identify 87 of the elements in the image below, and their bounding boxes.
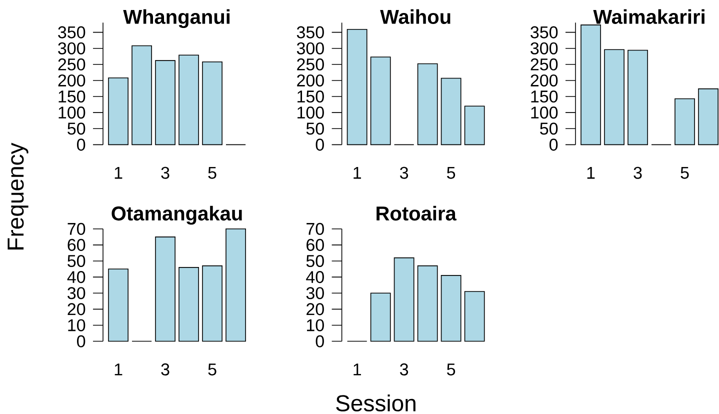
bar [440,78,462,146]
y-tick-label: 150 [58,90,86,103]
y-tick-label: 300 [58,42,86,54]
x-tick-label: 1 [114,364,122,376]
y-tick-label: 150 [298,90,324,103]
y-tick-label: 60 [68,238,86,251]
y-tick-label: 70 [68,222,86,235]
x-tick-label: 3 [634,166,642,179]
x-tick-label: 5 [208,364,216,376]
y-tick-label: 250 [530,58,558,70]
y-tick-label: 50 [68,254,86,268]
x-tick-label: 1 [354,166,361,179]
chart-title: Waihou [380,9,450,24]
y-tick-label: 350 [296,26,324,38]
x-tick-label: 3 [161,363,170,376]
x-tick-label: 5 [447,364,456,376]
y-tick-label: 30 [306,287,324,300]
y-tick-label: 300 [296,42,324,54]
x-tick-label: 5 [680,166,689,179]
bar [440,275,462,342]
bar [178,54,199,146]
bar [674,98,695,146]
bar [580,24,601,146]
bar [464,291,485,342]
bar [417,63,438,146]
y-tick-label: 50 [68,122,86,135]
y-tick-label: 20 [68,303,86,316]
bar [346,29,368,146]
y-tick-label: 70 [306,222,324,235]
y-tick-label: 250 [58,58,86,70]
y-tick-label: 0 [316,138,324,151]
y-tick-label: 10 [307,319,324,332]
y-tick-label: 10 [68,319,86,332]
bar [417,265,438,342]
chart-title: Waimakariri [593,9,704,24]
bar [698,88,718,146]
x-tick-label: 3 [400,363,408,376]
bar [132,45,152,146]
bar [370,292,391,342]
y-tick-label: 0 [550,138,558,151]
bar [202,61,222,146]
bar [604,49,624,146]
y-tick-label: 300 [530,42,558,54]
y-tick-label: 100 [531,106,558,119]
x-tick-label: 1 [587,166,595,179]
bar [464,106,485,146]
y-tick-label: 0 [316,335,324,348]
y-tick-label: 50 [540,122,558,135]
chart-title: Otamangakau [112,206,242,225]
bar [628,50,648,146]
y-tick-label: 30 [68,287,86,300]
x-axis-title: Session [336,394,416,412]
chart-title: Rotoaira [376,206,457,221]
bar [108,268,128,342]
y-tick-label: 50 [306,254,324,268]
y-tick-label: 50 [306,122,324,135]
bar [202,265,222,342]
x-tick-label: 5 [208,166,216,179]
y-tick-label: 200 [58,74,86,86]
y-tick-label: 350 [530,26,558,38]
x-tick-label: 1 [114,166,122,179]
bar [155,236,176,342]
x-tick-label: 3 [400,166,408,179]
y-tick-label: 20 [306,303,324,316]
y-tick-label: 250 [297,58,324,70]
bar [155,60,176,146]
y-tick-label: 150 [531,90,558,103]
chart-title: Whanganui [123,9,230,28]
bar [108,78,128,146]
y-tick-label: 0 [77,335,86,348]
bar [226,228,246,342]
y-tick-label: 60 [306,238,324,251]
y-tick-label: 40 [67,271,86,284]
x-tick-label: 3 [161,166,170,179]
y-tick-label: 0 [77,138,86,151]
x-tick-label: 1 [354,364,361,376]
y-tick-label: 100 [58,106,86,119]
y-tick-label: 350 [58,26,86,38]
y-tick-label: 100 [298,106,324,119]
y-tick-label: 40 [306,271,324,284]
x-tick-label: 5 [447,166,456,179]
bar [394,257,414,342]
bar [370,56,391,146]
bar [178,267,199,342]
y-tick-label: 200 [530,74,558,86]
y-tick-label: 200 [297,74,324,86]
y-axis-title: Frequency [8,142,28,250]
